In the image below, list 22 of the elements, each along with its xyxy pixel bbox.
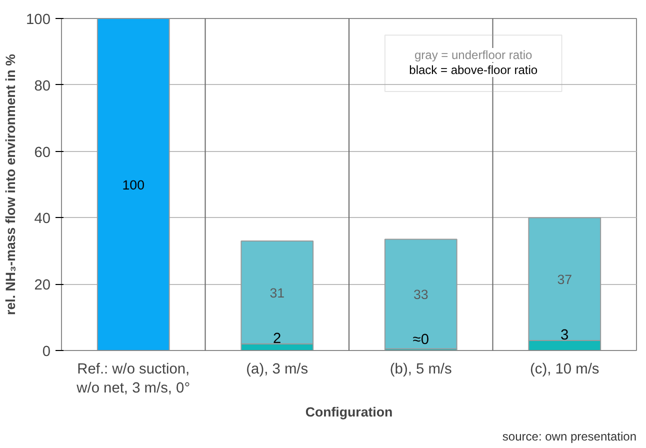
x-tick-label: (a), 3 m/s [246,362,308,378]
y-axis-title: rel. NH₃-mass flow into environment in % [3,54,18,315]
y-tick-label: 60 [34,144,51,161]
x-tick-label: Ref.: w/o suction, w/o net, 3 m/s, 0° [76,362,190,397]
data-label: 3 [560,328,569,344]
data-label: 31 [270,285,285,300]
data-label: 2 [273,330,282,347]
y-tick-label: 40 [34,211,51,228]
data-label: ≈0 [412,332,429,348]
y-tick-label: 80 [34,78,51,94]
data-label: 37 [557,272,572,288]
y-tick-label: 100 [26,12,51,28]
data-label: 100 [122,178,145,192]
y-tick-label: 0 [42,344,51,360]
x-tick-label: (b), 5 m/s [390,362,452,378]
x-axis-title: Configuration [305,404,393,420]
y-tick-label: 20 [34,278,51,294]
data-label: 33 [413,287,428,302]
annotation: gray = underfloor ratio [414,48,533,62]
x-tick-label: (c), 10 m/s [530,362,600,378]
source-note: source: own presentation [502,430,637,444]
annotation: black = above-floor ratio [409,62,538,77]
